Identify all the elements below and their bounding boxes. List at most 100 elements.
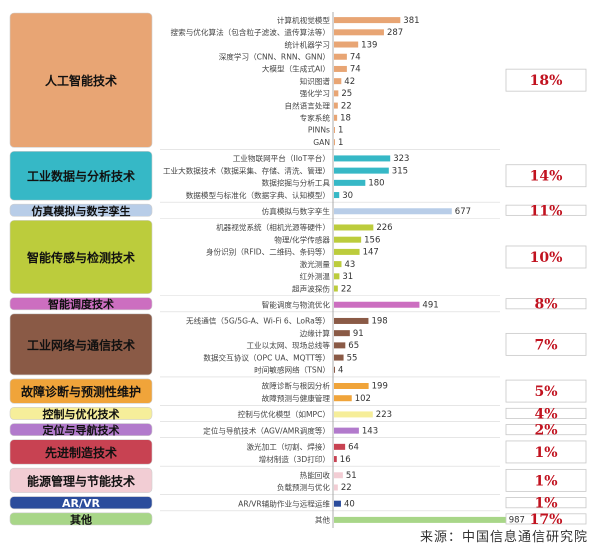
bar-label: 知识图谱 (300, 76, 331, 86)
bar-label: 数据交互协议（OPC UA、MQTT等） (203, 352, 330, 362)
bar-value: 323 (393, 154, 409, 164)
bar-value: 139 (361, 40, 377, 50)
category-box (9, 151, 153, 201)
category-label: 智能调度技术 (48, 297, 114, 311)
category-box (9, 407, 153, 420)
bar-value: 223 (376, 410, 392, 420)
share-box (505, 468, 587, 492)
bar-value: 22 (341, 284, 352, 294)
share-label: 1% (534, 496, 557, 512)
bar-label: 数据模型与标准化（数据字典、认知模型） (186, 190, 330, 200)
share-label: 1% (534, 473, 557, 489)
bar (334, 41, 359, 48)
category-label: 故障诊断与预测性维护 (21, 384, 141, 399)
share-label: 11% (530, 203, 563, 219)
bar (334, 78, 342, 85)
bar-value: 1 (338, 126, 343, 136)
bar (334, 366, 335, 373)
bar-value: 491 (422, 300, 438, 310)
bar-label: 热能回收 (300, 470, 331, 480)
category-box (9, 313, 153, 376)
bar (334, 484, 338, 491)
share-label: 10% (530, 250, 563, 266)
bar (334, 472, 343, 479)
source-note: 来源：中国信息通信研究院 (419, 530, 588, 545)
category-box (9, 467, 153, 493)
bar-value: 51 (346, 471, 357, 481)
category-label: 先进制造技术 (45, 445, 117, 460)
share-box (505, 379, 587, 403)
bar-label: AR/VR辅助作业与远程运维 (238, 498, 330, 508)
category-box (9, 203, 153, 217)
share-box (505, 332, 587, 356)
bar (334, 354, 344, 361)
bar (334, 236, 362, 243)
share-box (505, 424, 587, 436)
bar-label: 其他 (315, 515, 331, 525)
bar-label: 控制与优化模型（如MPC） (238, 409, 330, 419)
bar-value: 22 (341, 101, 352, 111)
bar (334, 427, 359, 434)
bar (334, 342, 346, 349)
bar-value: 65 (348, 341, 359, 351)
bar-label: 大模型（生成式AI） (262, 64, 330, 74)
share-box (505, 407, 587, 419)
bar-value: 42 (344, 77, 355, 87)
bar-value: 143 (362, 426, 378, 436)
bar-value: 64 (348, 443, 359, 453)
bar-value: 40 (344, 499, 355, 509)
bar (334, 208, 452, 215)
bar-value: 74 (350, 52, 361, 62)
share-box (505, 204, 587, 216)
bar (334, 383, 369, 389)
bar (334, 317, 369, 324)
share-box (505, 440, 587, 464)
share-box (505, 497, 587, 509)
bar (334, 102, 338, 109)
bar-label: PINNs (308, 126, 330, 135)
bar-label: 深度学习（CNN、RNN、GNN） (219, 51, 330, 61)
share-label: 4% (534, 406, 557, 422)
share-label: 14% (530, 169, 563, 185)
category-label: 定位与导航技术 (43, 423, 120, 437)
bar (334, 29, 384, 36)
bar-label: 计算机视觉模型 (277, 15, 331, 25)
category-label: 智能传感与检测技术 (26, 250, 135, 265)
bar-label: 红外测温 (300, 271, 331, 281)
category-box (9, 423, 153, 437)
category-label: AR/VR (62, 497, 101, 510)
bar-value: 25 (341, 89, 352, 99)
bar-value: 381 (403, 16, 419, 26)
category-label: 能源管理与节能技术 (27, 473, 135, 488)
bar-value: 987 (509, 516, 525, 526)
bar-label: GAN (313, 138, 330, 147)
bar-value: 199 (372, 382, 388, 392)
bar-label: 自然语言处理 (284, 100, 330, 110)
category-box (9, 439, 153, 465)
bar (334, 192, 340, 199)
bar-label: 物理/化学传感器 (274, 234, 330, 244)
bar-value: 22 (341, 483, 352, 493)
category-box (9, 378, 153, 404)
category-label: 控制与优化技术 (43, 407, 120, 421)
bar (334, 248, 360, 255)
bar (334, 90, 339, 97)
bar-value: 31 (342, 272, 353, 282)
share-label: 8% (534, 297, 557, 313)
bar-value: 1 (338, 138, 343, 148)
bar (334, 224, 374, 231)
bar (334, 167, 389, 174)
bar (334, 456, 337, 463)
bar-value: 43 (344, 260, 355, 270)
category-label: 人工智能技术 (45, 73, 117, 88)
bar-label: 机器视觉系统（相机光源等硬件） (216, 222, 330, 232)
bar-label: 增材制造（3D打印） (259, 454, 330, 464)
bar-label: 统计机器学习 (284, 39, 330, 49)
bar (334, 53, 347, 60)
bar-value: 198 (371, 317, 387, 327)
category-label: 其他 (70, 512, 92, 526)
bar-value: 74 (350, 65, 361, 75)
bar-value: 55 (347, 353, 358, 363)
bar-label: 无线通信（5G/5G-A、Wi-Fi 6、LoRa等） (186, 316, 330, 326)
bar-label: 激光测量 (300, 259, 331, 269)
